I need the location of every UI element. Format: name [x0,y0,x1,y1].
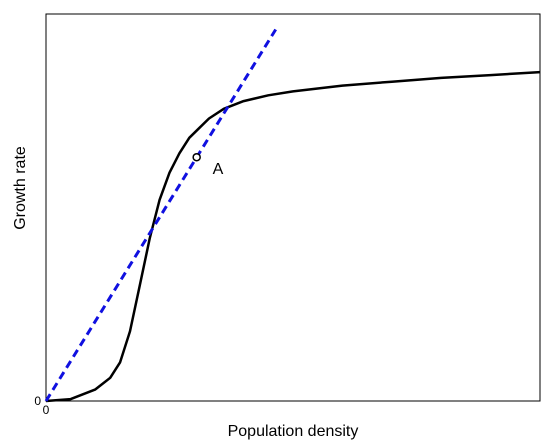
tangent-dashed-line [44,28,277,402]
annotation-layer: A [192,152,224,178]
point-a-label: A [213,161,224,178]
growth-curve-line [45,70,541,403]
series-layer [44,28,541,403]
x-tick-label-zero: 0 [43,403,50,417]
point-a-marker [192,152,201,162]
plot-frame [45,13,541,402]
y-axis-title: Growth rate [12,146,29,230]
x-axis-title: Population density [228,423,359,440]
y-tick-label-zero: 0 [34,394,41,408]
